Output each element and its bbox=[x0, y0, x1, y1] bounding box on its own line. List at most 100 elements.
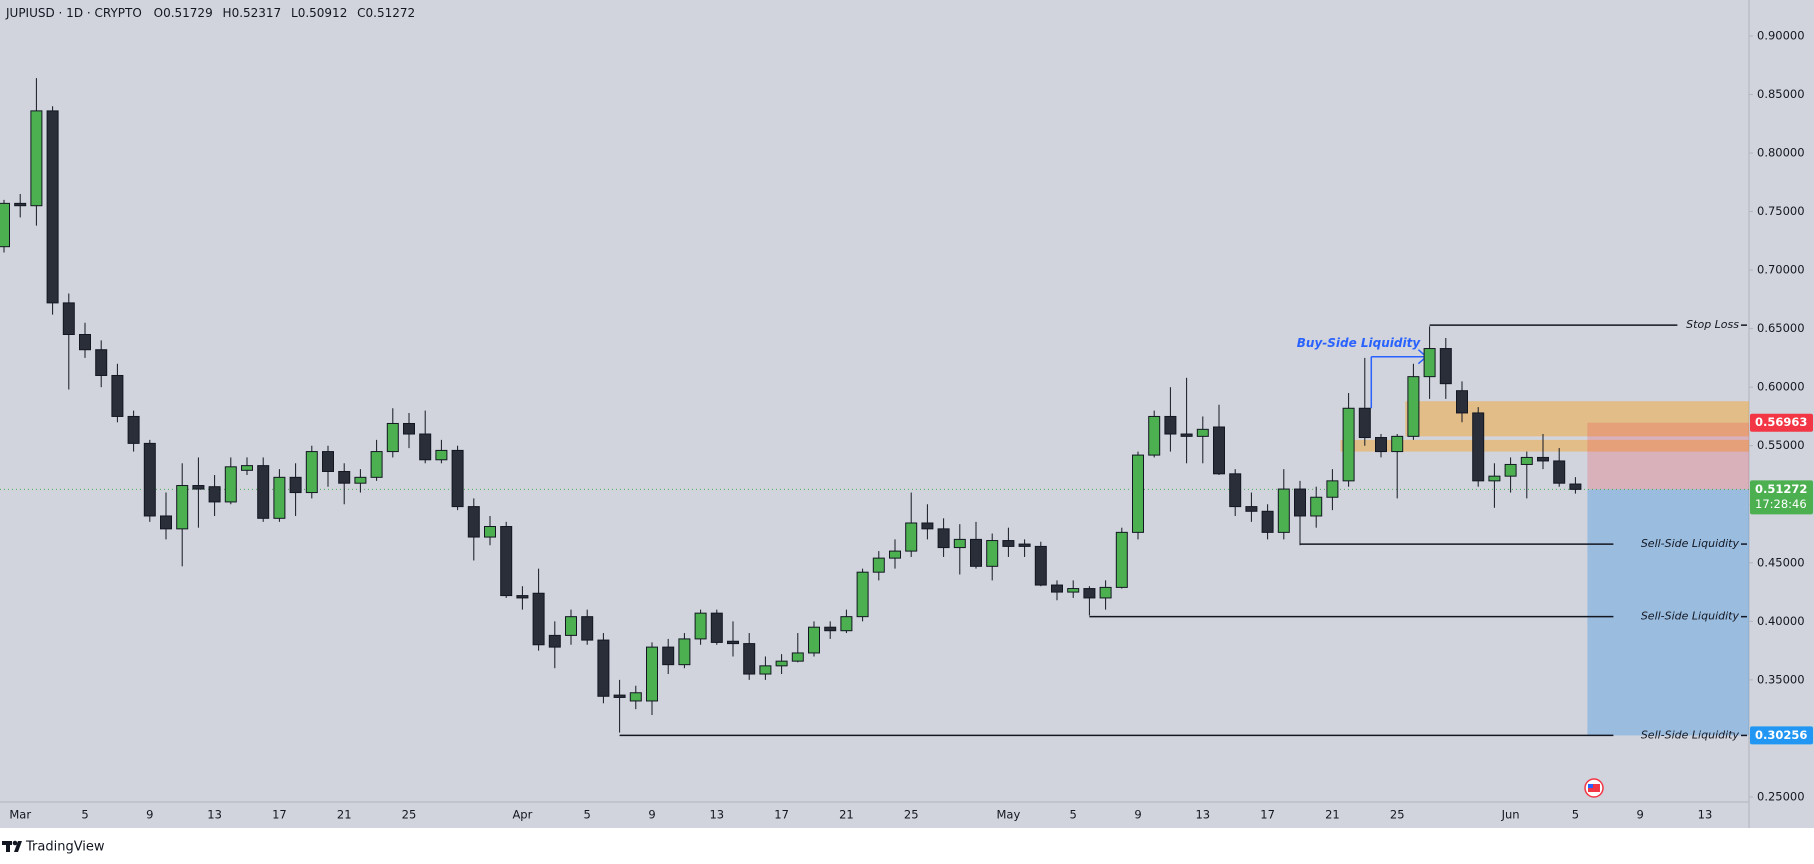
candle-body bbox=[386, 422, 399, 453]
candle-body bbox=[1196, 428, 1209, 437]
candle-body bbox=[629, 692, 642, 702]
level-label: Sell-Side Liquidity bbox=[1641, 728, 1740, 741]
y-tick-label: 0.70000 bbox=[1757, 263, 1805, 277]
candle-body bbox=[856, 571, 869, 618]
x-tick-label: 5 bbox=[1572, 808, 1579, 822]
event-icon-flag bbox=[1588, 784, 1593, 788]
y-tick-label: 0.90000 bbox=[1757, 28, 1805, 42]
price-tag bbox=[1750, 726, 1813, 745]
candle-body bbox=[1537, 456, 1549, 462]
x-tick-label: 25 bbox=[402, 808, 417, 822]
candle-body bbox=[1342, 407, 1355, 482]
x-tick-label: 13 bbox=[1195, 808, 1210, 822]
candle-body bbox=[127, 415, 140, 444]
candle-body bbox=[62, 302, 75, 335]
candle-body bbox=[1115, 531, 1128, 588]
x-tick-label: 13 bbox=[709, 808, 724, 822]
price-tag bbox=[1750, 413, 1813, 432]
candle-body bbox=[14, 202, 27, 207]
candle-body bbox=[192, 485, 205, 490]
candle-body bbox=[435, 449, 448, 461]
x-tick-label: May bbox=[997, 808, 1021, 822]
candle-body bbox=[1358, 407, 1371, 439]
candle-body bbox=[95, 349, 108, 376]
brand: TradingView bbox=[25, 840, 105, 855]
ohlc-value: 0.52317 bbox=[232, 6, 282, 20]
x-tick-label: 17 bbox=[774, 808, 789, 822]
candle-body bbox=[1002, 540, 1015, 547]
x-tick-label: Apr bbox=[512, 808, 532, 822]
y-tick-label: 0.35000 bbox=[1757, 672, 1805, 686]
candle-body bbox=[370, 451, 383, 478]
candle-body bbox=[257, 465, 270, 519]
candle-body bbox=[678, 638, 691, 666]
candle-body bbox=[1083, 588, 1096, 599]
candle-body bbox=[889, 550, 901, 559]
candle-body bbox=[1569, 483, 1582, 490]
price-tag-label: 0.30256 bbox=[1755, 728, 1807, 742]
x-tick-label: 25 bbox=[1390, 808, 1405, 822]
price-tag-label: 0.51272 bbox=[1755, 482, 1807, 496]
candle-body bbox=[403, 422, 415, 435]
candle-body bbox=[694, 612, 707, 640]
candle-body bbox=[840, 616, 853, 632]
candle-body bbox=[1294, 488, 1306, 517]
candle-body bbox=[937, 528, 950, 549]
ohlc-value: 0.51272 bbox=[366, 6, 416, 20]
y-tick-label: 0.55000 bbox=[1757, 438, 1805, 452]
logo-part bbox=[6, 841, 10, 852]
x-tick-label: 5 bbox=[1070, 808, 1077, 822]
time-axis-background bbox=[0, 802, 1749, 828]
candle-body bbox=[224, 466, 237, 503]
x-tick-label: 5 bbox=[81, 808, 88, 822]
candle-body bbox=[484, 526, 496, 538]
candle-body bbox=[1326, 480, 1339, 498]
x-tick-label: 21 bbox=[1325, 808, 1340, 822]
candle-body bbox=[111, 374, 124, 417]
y-tick-label: 0.75000 bbox=[1757, 204, 1805, 218]
risk-zone bbox=[1587, 422, 1749, 490]
candle-body bbox=[710, 612, 723, 643]
candle-body bbox=[824, 626, 837, 632]
candle-body bbox=[46, 110, 59, 304]
candle-body bbox=[613, 694, 626, 698]
y-tick-label: 0.80000 bbox=[1757, 146, 1805, 160]
footer bbox=[0, 828, 1814, 864]
y-tick-label: 0.65000 bbox=[1757, 321, 1805, 335]
symbol: JUPIUSD · 1D · CRYPTO bbox=[5, 6, 142, 20]
candle-body bbox=[143, 442, 156, 517]
candle-body bbox=[597, 639, 610, 697]
ohlc-prefix: L bbox=[291, 6, 298, 20]
candle-body bbox=[354, 476, 367, 484]
symbol-info: JUPIUSD · 1D · CRYPTO O0.51729 H0.52317 … bbox=[5, 6, 415, 20]
candle-body bbox=[1245, 506, 1258, 512]
level-label: Sell-Side Liquidity bbox=[1641, 610, 1740, 623]
candle-body bbox=[1277, 488, 1290, 533]
ohlc-prefix: C bbox=[357, 6, 365, 20]
candle-body bbox=[419, 433, 432, 461]
candle-body bbox=[1472, 412, 1485, 482]
x-tick-label: 25 bbox=[904, 808, 919, 822]
plot-background bbox=[0, 0, 1749, 802]
x-tick-label: 13 bbox=[1698, 808, 1713, 822]
candle-body bbox=[1423, 348, 1436, 378]
candle-body bbox=[759, 665, 772, 675]
candle-body bbox=[0, 202, 10, 248]
countdown: 17:28:46 bbox=[1755, 497, 1807, 511]
x-tick-label: 17 bbox=[272, 808, 287, 822]
logo bbox=[2, 840, 22, 852]
candle-body bbox=[176, 485, 189, 530]
logo-part bbox=[12, 840, 18, 846]
candle-body bbox=[1132, 454, 1144, 533]
candle-body bbox=[1504, 463, 1517, 477]
candle-body bbox=[791, 652, 804, 662]
ohlc-value: 0.50912 bbox=[298, 6, 348, 20]
candle-body bbox=[727, 640, 739, 645]
candle-body bbox=[646, 646, 658, 702]
candle-body bbox=[516, 595, 529, 599]
candle-body bbox=[1148, 415, 1161, 456]
candle-body bbox=[500, 526, 513, 597]
candle-body bbox=[905, 522, 918, 552]
candle-body bbox=[775, 660, 788, 667]
